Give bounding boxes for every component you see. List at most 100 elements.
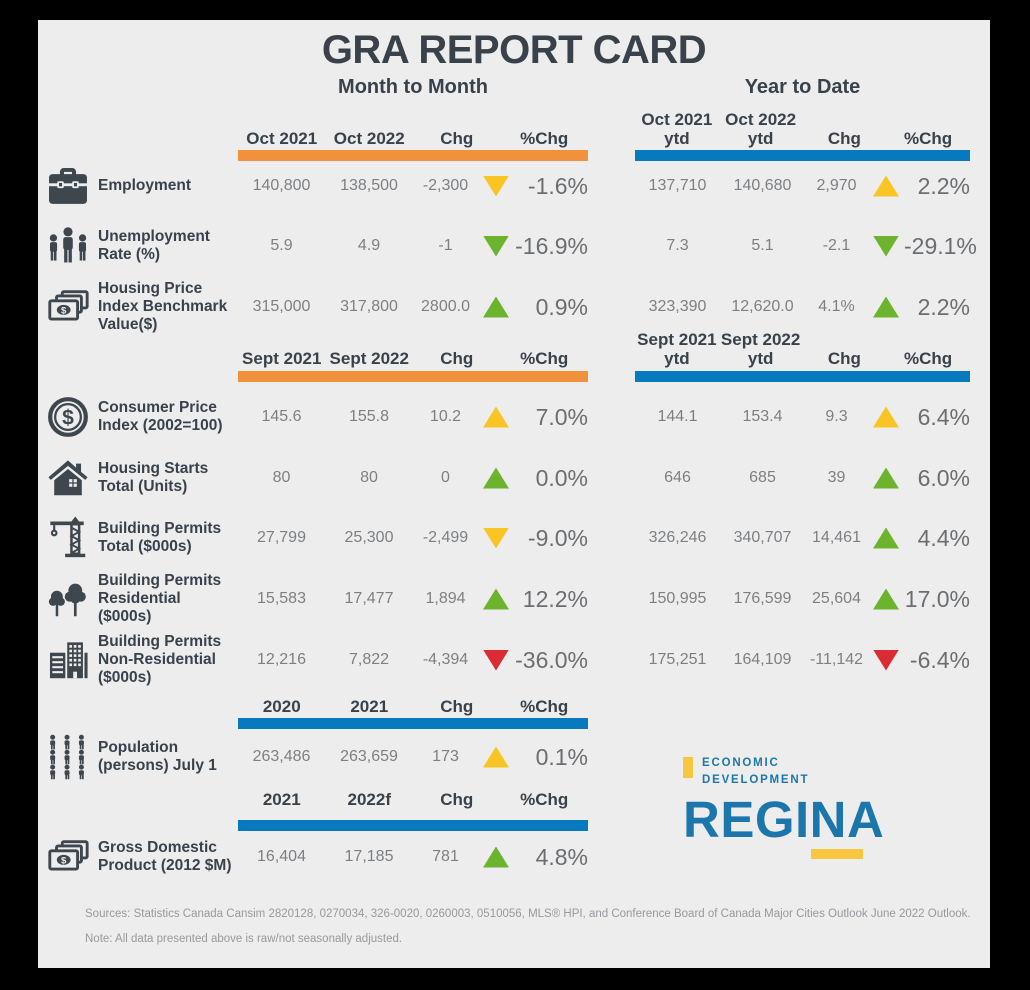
table-row-population: Population (persons) July 1 263,486 263,… bbox=[38, 735, 990, 779]
trend-triangle bbox=[483, 588, 509, 610]
buildings-icon bbox=[38, 637, 98, 683]
report-card: GRA REPORT CARD Month to Month Year to D… bbox=[38, 20, 990, 968]
ytd-value-2: 153.4 bbox=[742, 408, 783, 425]
logo-tagline: ECONOMIC DEVELOPMENT bbox=[702, 757, 810, 787]
mtm-pct: 12.2% bbox=[522, 585, 588, 612]
ytd-chg: -2.1 bbox=[822, 237, 851, 254]
table-row-consumer-price-index: Consumer Price Index (2002=100) 145.6 15… bbox=[38, 395, 990, 439]
mtm-value-1: 12,216 bbox=[257, 651, 306, 668]
mtm-value-1: 5.9 bbox=[270, 237, 293, 254]
mtm-pct: 0.9% bbox=[535, 293, 588, 320]
mtm-value-1: 315,000 bbox=[252, 298, 311, 315]
header-block1-left: Oct 2021 Oct 2022 Chg %Chg bbox=[238, 106, 588, 148]
ytd-value-2: 176,599 bbox=[733, 590, 792, 607]
ytd-chg: -11,142 bbox=[809, 651, 864, 668]
dollar-coin-icon bbox=[38, 394, 98, 440]
population-icon bbox=[38, 734, 98, 780]
trend-triangle bbox=[873, 235, 899, 257]
row-label: Population (persons) July 1 bbox=[98, 738, 217, 774]
trend-triangle bbox=[873, 467, 899, 489]
table-row-building-permits-non-residential: Building Permits Non-Residential ($000s)… bbox=[38, 632, 990, 688]
trend-triangle bbox=[483, 649, 509, 671]
column-header: Chg bbox=[827, 128, 861, 148]
mtm-chg: 0 bbox=[441, 469, 450, 486]
mtm-value-2: 155.8 bbox=[348, 408, 390, 425]
economic-development-regina-logo: ECONOMIC DEVELOPMENT REGINA bbox=[683, 755, 933, 859]
column-header: Chg bbox=[440, 696, 474, 716]
trend-triangle bbox=[483, 406, 509, 428]
year-to-date-divider-bar bbox=[635, 150, 970, 161]
ytd-pct: -6.4% bbox=[909, 646, 970, 673]
trend-triangle bbox=[483, 746, 509, 768]
ytd-chg: 39 bbox=[827, 469, 846, 486]
table-row-unemployment-rate: Unemployment Rate (%) 5.9 4.9 -1 -16.9% … bbox=[38, 224, 990, 268]
value-2: 263,659 bbox=[340, 748, 398, 765]
column-header: Chg bbox=[827, 348, 861, 368]
mtm-value-2: 7,822 bbox=[348, 651, 390, 668]
trend-triangle bbox=[483, 527, 509, 549]
column-header: 2021 bbox=[262, 789, 301, 809]
column-header: Sept 2021 bbox=[242, 348, 322, 368]
trend-triangle bbox=[483, 846, 509, 868]
month-to-month-divider-bar bbox=[238, 371, 588, 382]
chg: 781 bbox=[432, 848, 459, 865]
mtm-chg: 2800.0 bbox=[421, 298, 470, 315]
trees-icon bbox=[38, 576, 98, 622]
mtm-pct: -36.0% bbox=[515, 646, 588, 673]
page-title: GRA REPORT CARD bbox=[321, 28, 707, 72]
mtm-pct: -1.6% bbox=[527, 172, 588, 199]
mtm-value-2: 317,800 bbox=[340, 298, 398, 315]
header-block3: 2020 2021 Chg %Chg bbox=[238, 694, 588, 716]
mtm-chg: -4,394 bbox=[422, 651, 469, 668]
row-label: Building Permits Non-Residential ($000s) bbox=[98, 632, 222, 687]
chg: 173 bbox=[432, 748, 459, 765]
row-label: Unemployment Rate (%) bbox=[98, 227, 210, 263]
table-row-building-permits-total: Building Permits Total ($000s) 27,799 25… bbox=[38, 516, 990, 560]
value-1: 16,404 bbox=[257, 848, 306, 865]
ytd-chg: 2,970 bbox=[816, 177, 857, 194]
ytd-value-1: 144.1 bbox=[657, 408, 698, 425]
trend-triangle bbox=[873, 406, 899, 428]
mtm-chg: 1,894 bbox=[425, 590, 466, 607]
ytd-pct: 2.2% bbox=[917, 172, 970, 199]
ytd-value-2: 140,680 bbox=[733, 177, 792, 194]
trend-triangle bbox=[483, 175, 509, 197]
pct: 0.1% bbox=[535, 743, 588, 770]
mtm-chg: -2,300 bbox=[422, 177, 469, 194]
value-1: 263,486 bbox=[252, 748, 311, 765]
column-header: Oct 2021 ytd bbox=[641, 109, 713, 148]
mtm-chg: -2,499 bbox=[422, 529, 469, 546]
ytd-chg: 9.3 bbox=[825, 408, 848, 425]
ytd-value-1: 7.3 bbox=[666, 237, 689, 254]
crane-icon bbox=[38, 515, 98, 561]
sources-note: Sources: Statistics Canada Cansim 282012… bbox=[85, 908, 971, 945]
ytd-value-1: 137,710 bbox=[648, 177, 707, 194]
column-header: %Chg bbox=[904, 128, 953, 148]
column-header: Chg bbox=[440, 128, 474, 148]
row-label: Consumer Price Index (2002=100) bbox=[98, 398, 223, 434]
money-bills-icon bbox=[38, 284, 98, 330]
mtm-pct: 0.0% bbox=[535, 464, 588, 491]
mtm-value-2: 80 bbox=[360, 469, 378, 486]
mtm-value-1: 15,583 bbox=[257, 590, 306, 607]
ytd-pct: -29.1% bbox=[904, 232, 977, 259]
ytd-chg: 25,604 bbox=[812, 590, 861, 607]
trend-triangle bbox=[873, 588, 899, 610]
mtm-value-1: 80 bbox=[272, 469, 291, 486]
column-header: Oct 2022 ytd bbox=[725, 109, 797, 148]
logo-wordmark: REGINA bbox=[683, 790, 885, 848]
column-header: Oct 2022 bbox=[333, 128, 405, 148]
mtm-value-2: 25,300 bbox=[344, 529, 394, 546]
row-label: Gross Domestic Product (2012 $M) bbox=[98, 838, 232, 874]
ytd-value-2: 12,620.0 bbox=[731, 298, 794, 315]
column-header: Chg bbox=[440, 348, 474, 368]
briefcase-icon bbox=[38, 163, 98, 209]
value-2: 17,185 bbox=[344, 848, 394, 865]
mtm-value-1: 27,799 bbox=[257, 529, 306, 546]
ytd-value-1: 323,390 bbox=[648, 298, 707, 315]
trend-triangle bbox=[483, 296, 509, 318]
column-header: Sept 2022 bbox=[329, 348, 409, 368]
pct: 4.8% bbox=[535, 843, 588, 870]
ytd-chg: 4.1% bbox=[818, 298, 855, 315]
column-header: Sept 2021 ytd bbox=[637, 329, 717, 368]
